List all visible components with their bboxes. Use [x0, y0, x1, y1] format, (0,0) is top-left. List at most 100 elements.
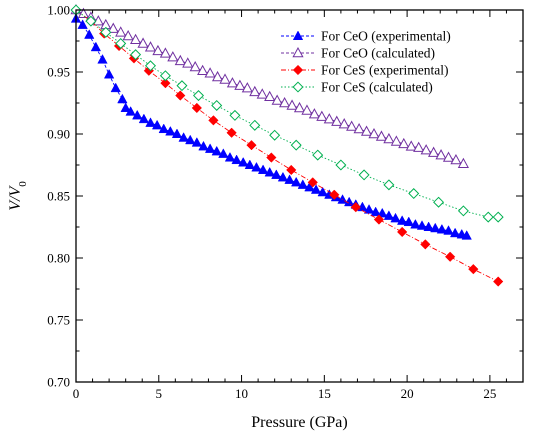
legend-entry: For CeO (calculated) [281, 46, 435, 61]
legend-entry: For CeS (calculated) [281, 80, 433, 95]
series-3 [70, 4, 504, 287]
y-tick-label: 1.00 [47, 3, 70, 18]
data-point [430, 222, 441, 233]
data-point [383, 179, 395, 191]
y-tick-label: 0.70 [47, 375, 70, 390]
data-point [229, 109, 241, 121]
data-point [174, 54, 186, 66]
data-point [269, 129, 281, 141]
data-point [159, 47, 171, 58]
data-point [256, 88, 268, 99]
data-point [77, 19, 88, 29]
data-point [436, 223, 448, 234]
data-point [310, 184, 322, 194]
data-point [264, 90, 276, 102]
data-point [132, 109, 143, 120]
legend-marker [292, 46, 304, 58]
data-point [428, 146, 440, 157]
data-point [130, 49, 142, 61]
data-point [301, 104, 313, 115]
data-point [176, 80, 188, 92]
data-point [189, 60, 201, 72]
data-point [405, 140, 417, 151]
data-point [461, 230, 472, 240]
data-point [165, 125, 176, 136]
data-point [110, 82, 121, 93]
x-tick-label: 10 [235, 386, 248, 401]
legend-entry: For CeO (experimental) [281, 29, 451, 44]
data-point [457, 205, 469, 217]
tick-labels: 0 5 10 15 20 25 0.70 0.75 0.80 0.85 0.90 0.95 1.00 [47, 3, 496, 402]
legend: For CeO (experimental) For CeO (calculate… [281, 29, 451, 95]
data-point [457, 157, 469, 169]
legend-label: For CeS (calculated) [321, 80, 433, 95]
data-point [468, 264, 479, 275]
data-point [92, 15, 104, 26]
data-point [492, 211, 504, 223]
data-point [316, 110, 328, 121]
series-1 [70, 13, 472, 240]
data-point [271, 94, 283, 105]
data-point [390, 135, 402, 146]
data-point [77, 7, 90, 18]
data-point [144, 41, 157, 52]
data-point [138, 113, 150, 124]
data-point [244, 159, 256, 169]
data-point [291, 176, 302, 187]
data-point [335, 159, 347, 171]
data-point [249, 85, 261, 97]
data-point [257, 164, 269, 174]
data-point [249, 119, 261, 131]
x-tick-label: 0 [73, 386, 80, 401]
data-point [304, 181, 315, 192]
data-point [84, 29, 95, 39]
data-point [97, 54, 108, 64]
data-point [241, 82, 253, 93]
data-point [204, 67, 216, 78]
x-tick-label: 15 [318, 386, 331, 401]
data-point [238, 156, 249, 167]
legend-marker [292, 30, 304, 40]
y-tick-label: 0.85 [47, 189, 70, 204]
data-point [293, 101, 306, 113]
data-point [410, 218, 421, 229]
data-point [224, 152, 236, 162]
data-point [449, 227, 461, 238]
data-point [182, 57, 194, 68]
data-point [408, 188, 420, 200]
data-point [226, 77, 239, 88]
data-point [234, 79, 246, 90]
data-point [115, 26, 127, 37]
data-point [197, 64, 209, 76]
data-point [204, 143, 216, 153]
data-point [90, 41, 102, 52]
data-point [403, 216, 414, 227]
data-point [308, 108, 320, 119]
x-tick-label: 25 [483, 386, 496, 401]
data-point [290, 139, 302, 151]
legend-label: For CeS (experimental) [321, 63, 448, 78]
y-axis-label-subscript: 0 [17, 181, 29, 187]
data-point [178, 132, 189, 142]
data-point [185, 134, 196, 145]
data-point [350, 202, 361, 213]
data-point [331, 115, 343, 126]
data-point [191, 137, 203, 147]
data-point [103, 68, 115, 79]
data-point [353, 122, 365, 134]
legend-entry: For CeS (experimental) [281, 63, 448, 78]
data-point [159, 70, 171, 82]
data-point [211, 70, 224, 82]
data-point [442, 151, 455, 162]
data-point [396, 226, 408, 238]
data-point [198, 140, 209, 151]
data-point [115, 37, 127, 49]
data-point [246, 140, 257, 151]
legend-marker [292, 64, 304, 76]
data-point [271, 169, 282, 179]
data-point [297, 179, 308, 189]
data-point [375, 130, 388, 141]
data-point [413, 141, 425, 152]
data-point [329, 189, 340, 200]
